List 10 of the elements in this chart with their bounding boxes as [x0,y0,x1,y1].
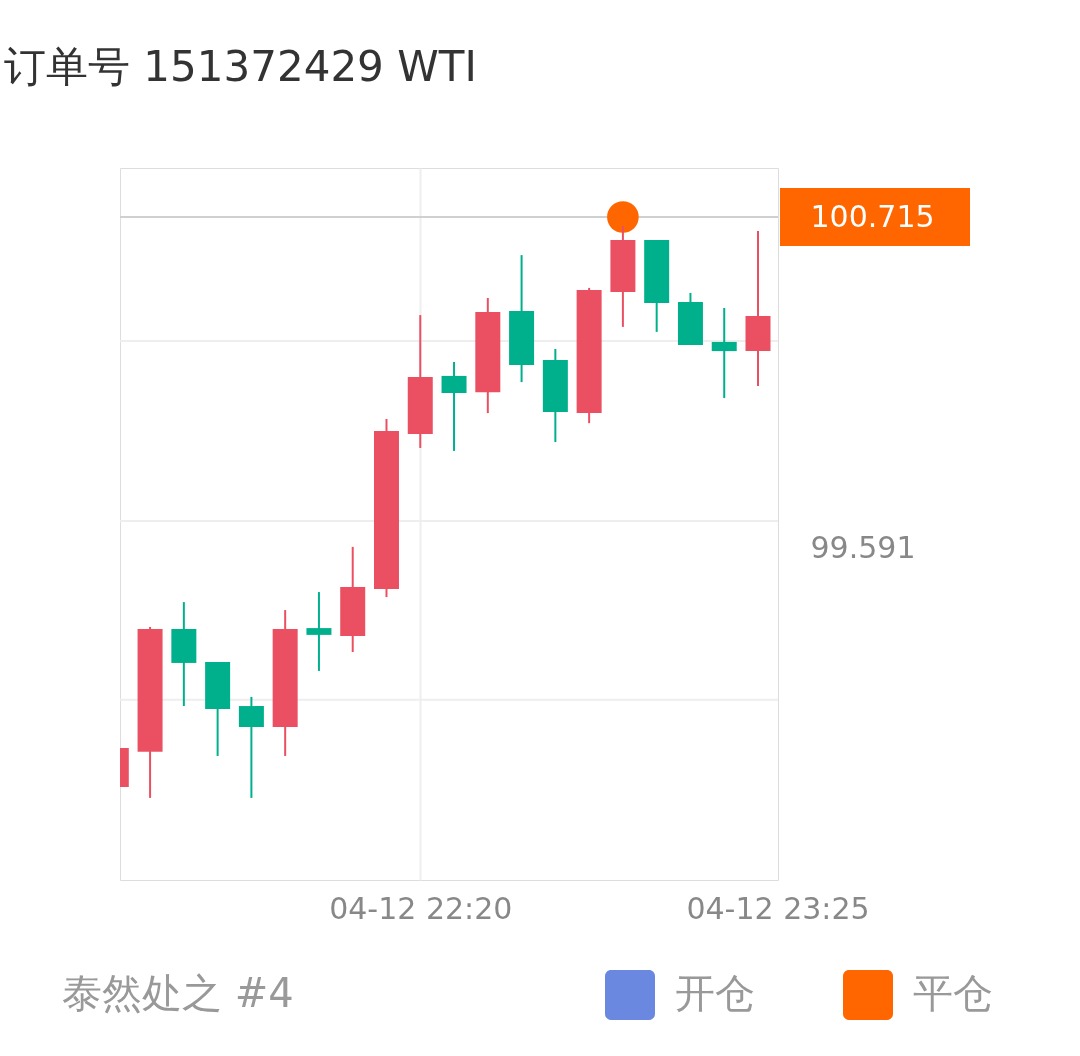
legend-label: 开仓 [675,970,755,1016]
text: 泰然处之 #4 [62,970,294,1016]
legend-label: 平仓 [913,970,993,1016]
text: 04-12 23:25 [686,891,870,926]
y-tick-label: 100.715 [810,198,935,234]
candlestick [306,591,332,672]
x-tick-label: 04-12 22:20 [329,890,513,926]
chart-title: 订单号 151372429 WTI [4,42,477,91]
candlestick [711,306,737,400]
y-tick-label: 99.591 [810,530,916,566]
